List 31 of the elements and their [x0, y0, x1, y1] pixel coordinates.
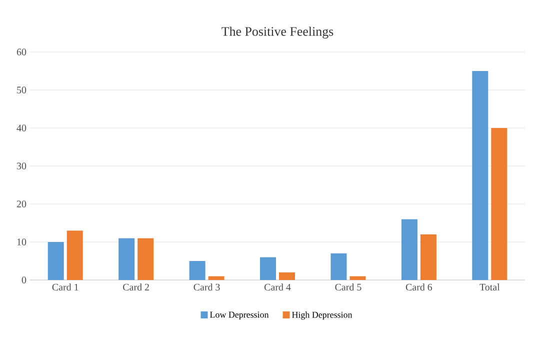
chart-title: The Positive Feelings: [222, 26, 334, 38]
bar: [208, 276, 224, 280]
legend-label: Low Depression: [210, 312, 269, 320]
bar: [472, 70, 488, 280]
x-tick-label: Card 5: [335, 284, 362, 291]
y-tick-label: 60: [16, 48, 26, 56]
y-tick-label: 30: [17, 162, 26, 170]
y-tick-label: 20: [16, 200, 26, 208]
bar: [491, 128, 508, 280]
y-tick-label: 40: [16, 124, 26, 132]
bar: [118, 238, 135, 280]
x-tick-label: Card 2: [123, 284, 149, 291]
x-tick-label: Card 3: [194, 284, 220, 291]
x-tick-label: Card 1: [52, 284, 78, 291]
bar: [138, 238, 154, 280]
bar: [330, 253, 347, 280]
bar: [66, 230, 83, 280]
bar: [279, 272, 296, 280]
x-tick-label: Total: [480, 284, 500, 291]
x-tick-label: Card 4: [264, 284, 291, 291]
y-tick-label: 50: [17, 86, 26, 94]
bar: [420, 234, 436, 280]
bar: [48, 242, 64, 280]
legend-label: High Depression: [292, 312, 352, 320]
x-tick-label: Card 6: [406, 284, 432, 291]
y-tick-label: 0: [22, 276, 26, 284]
bar: [401, 219, 418, 280]
y-tick-label: 10: [17, 238, 26, 246]
bar: [350, 276, 366, 280]
bar: [260, 257, 276, 280]
bar: [189, 261, 206, 280]
